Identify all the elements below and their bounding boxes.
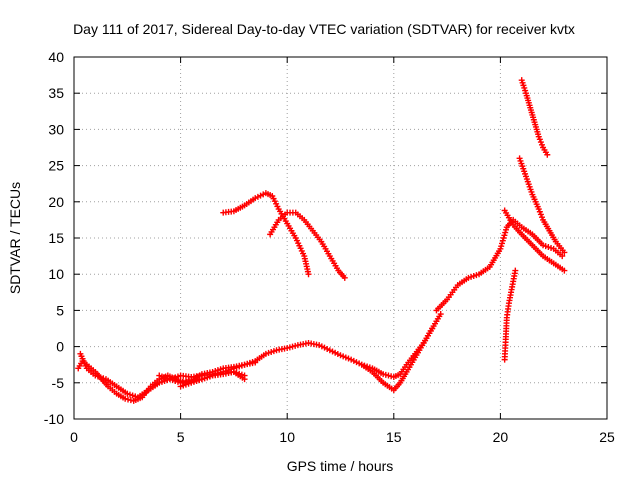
data-point — [544, 151, 551, 158]
data-point — [305, 271, 312, 278]
series-arc-8 — [501, 267, 519, 363]
chart-title: Day 111 of 2017, Sidereal Day-to-day VTE… — [73, 21, 575, 37]
series-arc-12 — [267, 209, 348, 281]
plot-frame — [73, 56, 608, 420]
x-tick-label: 20 — [493, 429, 509, 445]
data-point — [502, 229, 509, 236]
x-tick-label: 10 — [279, 429, 295, 445]
series-arc-2 — [77, 350, 248, 401]
grid-layer — [74, 57, 607, 419]
data-series — [75, 77, 568, 404]
y-tick-label: -5 — [52, 375, 65, 391]
x-tick-label: 15 — [386, 429, 402, 445]
data-point — [535, 133, 542, 140]
y-tick-label: -10 — [44, 411, 64, 427]
data-point — [561, 267, 568, 274]
data-point — [537, 139, 544, 146]
data-point — [341, 274, 348, 281]
y-axis-label: SDTVAR / TECUs — [7, 182, 23, 294]
y-tick-label: 5 — [56, 302, 64, 318]
y-tick-label: 30 — [48, 121, 64, 137]
data-point — [536, 208, 543, 215]
data-point — [502, 226, 509, 233]
y-tick-label: 10 — [48, 266, 64, 282]
data-point — [537, 211, 544, 218]
data-point — [512, 267, 519, 274]
y-tick-label: 35 — [48, 85, 64, 101]
data-point — [538, 141, 545, 148]
data-point — [501, 232, 508, 239]
series-arc-11 — [220, 190, 312, 278]
data-point — [536, 136, 543, 143]
series-arc-4 — [177, 368, 248, 390]
data-point — [497, 245, 504, 252]
y-tick-label: 15 — [48, 230, 64, 246]
y-tick-label: 25 — [48, 158, 64, 174]
data-point — [535, 206, 542, 213]
y-tick-label: 40 — [48, 49, 64, 65]
series-arc-6 — [433, 216, 566, 314]
data-point — [252, 359, 259, 366]
x-axis-label: GPS time / hours — [287, 458, 394, 474]
data-point — [122, 395, 129, 402]
y-tick-label: 20 — [48, 194, 64, 210]
data-point — [437, 311, 444, 318]
series-arc-7 — [501, 207, 568, 274]
series-arc-5 — [358, 325, 436, 394]
data-point — [125, 396, 132, 403]
x-tick-label: 0 — [70, 429, 78, 445]
data-point — [429, 325, 436, 332]
series-arc-10 — [518, 77, 551, 158]
data-point — [499, 237, 506, 244]
data-point — [500, 235, 507, 241]
series-arc-1 — [75, 311, 444, 404]
data-point — [559, 253, 566, 260]
series-arc-9 — [516, 155, 568, 256]
data-point — [561, 249, 568, 256]
data-point — [498, 243, 505, 250]
x-tick-label: 25 — [599, 429, 615, 445]
data-point — [538, 214, 545, 221]
axis-ticks: -10 -5 0 5 10 15 20 25 30 35 40 0 5 10 15 20 25 — [44, 49, 615, 445]
data-point — [241, 376, 248, 383]
x-tick-label: 5 — [177, 429, 185, 445]
y-tick-label: 0 — [56, 339, 64, 355]
data-point — [498, 240, 505, 247]
